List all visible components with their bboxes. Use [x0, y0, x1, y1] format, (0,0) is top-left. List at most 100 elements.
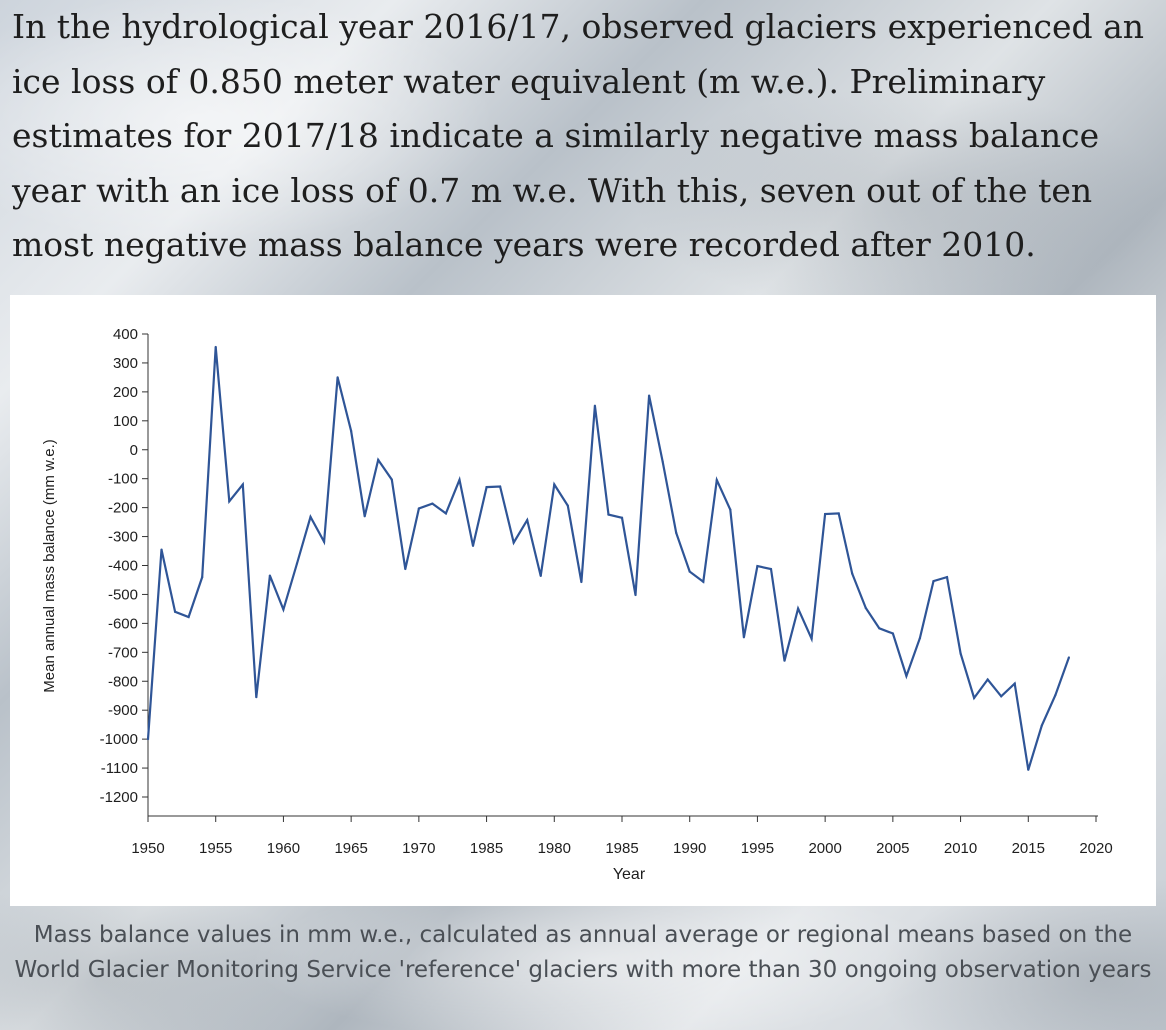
- data-point: [661, 460, 664, 463]
- x-tick-label: 1970: [402, 840, 435, 857]
- data-point: [810, 637, 813, 640]
- data-point: [566, 504, 569, 507]
- data-point: [458, 478, 461, 481]
- data-point: [837, 512, 840, 515]
- data-point: [444, 512, 448, 515]
- data-point: [715, 479, 718, 482]
- x-tick-label: 2005: [876, 840, 909, 857]
- data-point: [214, 345, 217, 349]
- data-point: [959, 652, 962, 655]
- y-tick-label: 200: [113, 384, 138, 401]
- y-tick-label: -800: [108, 673, 138, 690]
- x-tick-label: 1995: [741, 840, 774, 857]
- data-point: [688, 570, 691, 573]
- data-point: [350, 429, 353, 433]
- data-point: [945, 575, 949, 579]
- x-tick-label: 1980: [538, 840, 571, 857]
- y-tick-label: -700: [108, 644, 138, 661]
- data-point: [1067, 656, 1071, 659]
- data-point: [878, 627, 881, 630]
- y-tick-label: -200: [108, 500, 138, 517]
- y-tick-label: -300: [108, 529, 138, 546]
- y-tick-label: -600: [108, 615, 138, 632]
- data-point: [1013, 682, 1016, 685]
- data-point: [187, 615, 190, 619]
- data-point: [309, 515, 312, 518]
- data-point: [160, 548, 163, 551]
- data-point: [864, 606, 867, 610]
- y-tick-label: -900: [108, 702, 138, 719]
- data-point: [769, 567, 773, 571]
- x-tick-label: 1950: [131, 840, 164, 857]
- data-point: [742, 636, 745, 639]
- data-point: [268, 574, 271, 577]
- data-point: [377, 458, 380, 461]
- data-point: [471, 544, 475, 547]
- mass-balance-series-line: [146, 346, 1070, 771]
- data-point: [634, 593, 637, 597]
- x-tick-label: 1965: [334, 840, 367, 857]
- data-point: [1040, 724, 1043, 727]
- data-point: [146, 738, 150, 741]
- x-tick-label: 1985: [605, 840, 638, 857]
- y-tick-label: 0: [130, 442, 138, 459]
- y-tick-label: -400: [108, 558, 138, 575]
- y-tick-label: 400: [113, 326, 138, 343]
- data-point: [1000, 695, 1003, 698]
- data-point: [647, 394, 651, 397]
- data-point: [675, 531, 678, 534]
- data-point: [295, 562, 299, 565]
- y-tick-label: -100: [108, 471, 138, 488]
- data-point: [255, 696, 258, 699]
- data-points: [146, 345, 1071, 771]
- data-point: [336, 376, 339, 379]
- data-point: [553, 483, 556, 486]
- data-point: [783, 659, 786, 662]
- data-point: [363, 515, 366, 518]
- data-point: [702, 580, 705, 583]
- data-point: [824, 512, 827, 516]
- data-point: [973, 696, 976, 700]
- data-point: [512, 541, 515, 544]
- mass-balance-chart: 400 300 200 100 0 -100 -200 -300 -400 -500 -600 -70…: [41, 326, 1113, 883]
- chart-panel: 400 300 200 100 0 -100 -200 -300 -400 -500 -600 -70…: [10, 295, 1156, 906]
- y-tick-label: 300: [113, 355, 138, 372]
- data-point: [1027, 768, 1030, 771]
- y-axis-label: Mean annual mass balance (mm w.e.): [41, 439, 58, 692]
- x-tick-label: 1955: [199, 840, 232, 857]
- data-point: [729, 508, 732, 511]
- data-point: [173, 610, 177, 613]
- x-tick-label: 1960: [267, 840, 300, 857]
- x-tick-label: 2010: [944, 840, 977, 857]
- data-point: [499, 485, 502, 488]
- data-point: [580, 580, 583, 584]
- data-point: [282, 608, 285, 611]
- data-point: [404, 567, 407, 571]
- data-point: [526, 518, 529, 522]
- data-point: [431, 502, 434, 505]
- y-axis-ticks: 400 300 200 100 0 -100 -200 -300 -400 -500 -600 -70…: [100, 326, 148, 806]
- data-point: [539, 574, 542, 578]
- intro-paragraph: In the hydrological year 2016/17, observ…: [12, 7, 1145, 264]
- data-point: [986, 678, 989, 681]
- data-point: [607, 513, 610, 516]
- x-tick-label: 2000: [808, 840, 841, 857]
- data-point: [891, 632, 894, 635]
- y-tick-label: 100: [113, 413, 138, 430]
- data-point: [905, 674, 908, 678]
- data-point: [756, 564, 759, 568]
- y-tick-label: -500: [108, 586, 138, 603]
- x-tick-label: 2020: [1079, 840, 1112, 857]
- y-tick-label: -1100: [101, 760, 138, 777]
- data-point: [241, 483, 244, 486]
- data-point: [851, 572, 854, 575]
- x-tick-label: 1985: [470, 840, 503, 857]
- x-tick-label: 2015: [1012, 840, 1045, 857]
- data-point: [485, 485, 488, 489]
- data-point: [201, 575, 204, 579]
- data-point: [322, 540, 326, 543]
- y-tick-label: -1200: [100, 789, 138, 806]
- x-axis-ticks: 1950 1955 1960 1965 1970 1985 1980 1985 1990 1995…: [131, 816, 1113, 857]
- data-point: [620, 516, 624, 519]
- x-tick-label: 1990: [673, 840, 706, 857]
